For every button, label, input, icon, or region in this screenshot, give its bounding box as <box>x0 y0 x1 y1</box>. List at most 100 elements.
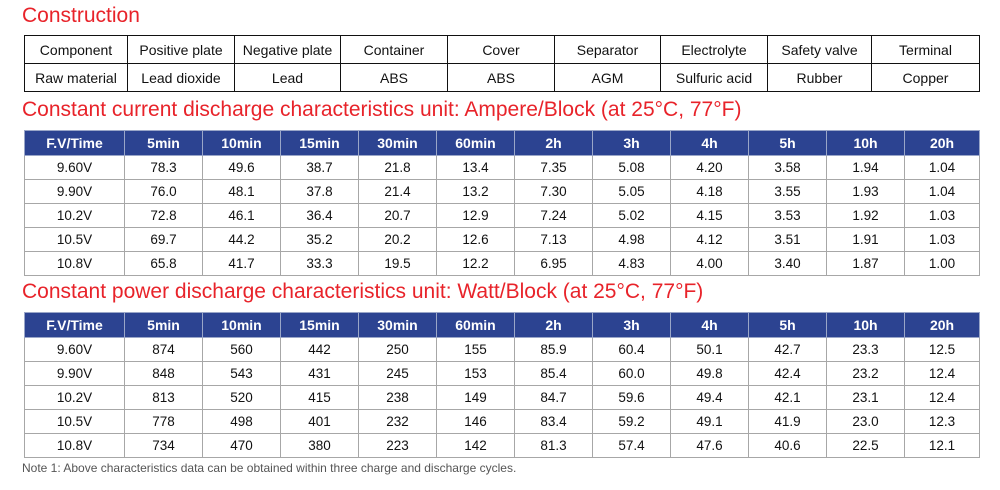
column-header: 60min <box>436 130 515 156</box>
row-voltage-label: 10.2V <box>24 203 125 228</box>
table-cell: 81.3 <box>514 433 593 458</box>
table-cell: 23.0 <box>826 409 905 434</box>
construction-cell: Negative plate <box>234 35 341 64</box>
table-cell: 46.1 <box>202 203 281 228</box>
table-cell: 21.4 <box>358 179 437 204</box>
table-cell: 42.4 <box>748 361 827 386</box>
table-cell: 149 <box>436 385 515 410</box>
table-cell: 1.04 <box>904 179 980 204</box>
table-cell: 50.1 <box>670 337 749 362</box>
column-header: 30min <box>358 130 437 156</box>
table-cell: 250 <box>358 337 437 362</box>
table-cell: 238 <box>358 385 437 410</box>
table-cell: 380 <box>280 433 359 458</box>
table-cell: 4.83 <box>592 251 671 276</box>
table-cell: 813 <box>124 385 203 410</box>
table-cell: 41.9 <box>748 409 827 434</box>
column-header: 15min <box>280 130 359 156</box>
table-cell: 5.08 <box>592 155 671 180</box>
construction-cell: Rubber <box>767 63 872 92</box>
table-cell: 3.51 <box>748 227 827 252</box>
row-voltage-label: 9.60V <box>24 155 125 180</box>
table-cell: 85.4 <box>514 361 593 386</box>
row-voltage-label: 9.60V <box>24 337 125 362</box>
column-header: 10h <box>826 130 905 156</box>
table-row: 9.90V 76.0 48.1 37.8 21.4 13.2 7.30 5.05 4.18 3.5… <box>24 179 980 204</box>
row-voltage-label: 9.90V <box>24 179 125 204</box>
table-cell: 59.2 <box>592 409 671 434</box>
column-header: 5min <box>124 312 203 338</box>
table-cell: 223 <box>358 433 437 458</box>
current-discharge-table: F.V/Time 5min 10min 15min 30min 60min 2h 3h 4h 5h… <box>24 130 980 276</box>
construction-cell: ABS <box>447 63 555 92</box>
table-cell: 3.40 <box>748 251 827 276</box>
table-cell: 57.4 <box>592 433 671 458</box>
table-cell: 470 <box>202 433 281 458</box>
column-header: 3h <box>592 312 671 338</box>
table-cell: 1.94 <box>826 155 905 180</box>
table-cell: 12.3 <box>904 409 980 434</box>
table-cell: 3.53 <box>748 203 827 228</box>
table-cell: 12.5 <box>904 337 980 362</box>
table-cell: 5.05 <box>592 179 671 204</box>
table-cell: 12.4 <box>904 385 980 410</box>
column-header: 2h <box>514 312 593 338</box>
row-voltage-label: 9.90V <box>24 361 125 386</box>
table-cell: 415 <box>280 385 359 410</box>
table-row: 10.5V 778 498 401 232 146 83.4 59.2 49.1 41.9 23.0… <box>24 409 980 434</box>
table-cell: 49.8 <box>670 361 749 386</box>
table-cell: 5.02 <box>592 203 671 228</box>
table-cell: 47.6 <box>670 433 749 458</box>
table-row: 9.60V 874 560 442 250 155 85.9 60.4 50.1 42.7 23.3… <box>24 337 980 362</box>
table-row: 10.2V 813 520 415 238 149 84.7 59.6 49.4 42.1 23.1… <box>24 385 980 410</box>
table-cell: 778 <box>124 409 203 434</box>
table-cell: 49.1 <box>670 409 749 434</box>
table-cell: 36.4 <box>280 203 359 228</box>
table-cell: 44.2 <box>202 227 281 252</box>
table-cell: 1.04 <box>904 155 980 180</box>
construction-cell: Positive plate <box>127 35 235 64</box>
row-voltage-label: 10.5V <box>24 409 125 434</box>
table-cell: 60.4 <box>592 337 671 362</box>
table-cell: 232 <box>358 409 437 434</box>
table-cell: 7.30 <box>514 179 593 204</box>
table-cell: 4.12 <box>670 227 749 252</box>
table-cell: 23.3 <box>826 337 905 362</box>
column-header: 20h <box>904 130 980 156</box>
table-cell: 560 <box>202 337 281 362</box>
table-cell: 498 <box>202 409 281 434</box>
table-cell: 6.95 <box>514 251 593 276</box>
column-header-final-voltage-time: F.V/Time <box>24 312 125 338</box>
table-cell: 7.24 <box>514 203 593 228</box>
construction-cell: Electrolyte <box>660 35 768 64</box>
table-cell: 1.91 <box>826 227 905 252</box>
footnote: Note 1: Above characteristics data can b… <box>22 461 517 475</box>
column-header: 4h <box>670 312 749 338</box>
column-header: 4h <box>670 130 749 156</box>
table-cell: 4.15 <box>670 203 749 228</box>
table-cell: 12.6 <box>436 227 515 252</box>
table-cell: 12.2 <box>436 251 515 276</box>
column-header: 60min <box>436 312 515 338</box>
construction-row: Component Positive plate Negative plate Con… <box>24 35 980 64</box>
table-cell: 20.2 <box>358 227 437 252</box>
table-cell: 40.6 <box>748 433 827 458</box>
column-header: 3h <box>592 130 671 156</box>
table-row: 10.2V 72.8 46.1 36.4 20.7 12.9 7.24 5.02 4.15 3.5… <box>24 203 980 228</box>
column-header: 2h <box>514 130 593 156</box>
table-cell: 72.8 <box>124 203 203 228</box>
table-cell: 22.5 <box>826 433 905 458</box>
construction-cell: Cover <box>447 35 555 64</box>
table-cell: 38.7 <box>280 155 359 180</box>
construction-cell: Copper <box>871 63 980 92</box>
table-cell: 60.0 <box>592 361 671 386</box>
power-discharge-table: F.V/Time 5min 10min 15min 30min 60min 2h 3h 4h 5h… <box>24 312 980 458</box>
table-row: 10.8V 734 470 380 223 142 81.3 57.4 47.6 40.6 22.5… <box>24 433 980 458</box>
construction-cell: ABS <box>340 63 448 92</box>
power-table-title: Constant power discharge characteristics… <box>22 280 704 303</box>
table-cell: 42.7 <box>748 337 827 362</box>
column-header: 10min <box>202 130 281 156</box>
table-cell: 12.4 <box>904 361 980 386</box>
column-header: 10min <box>202 312 281 338</box>
table-cell: 13.4 <box>436 155 515 180</box>
